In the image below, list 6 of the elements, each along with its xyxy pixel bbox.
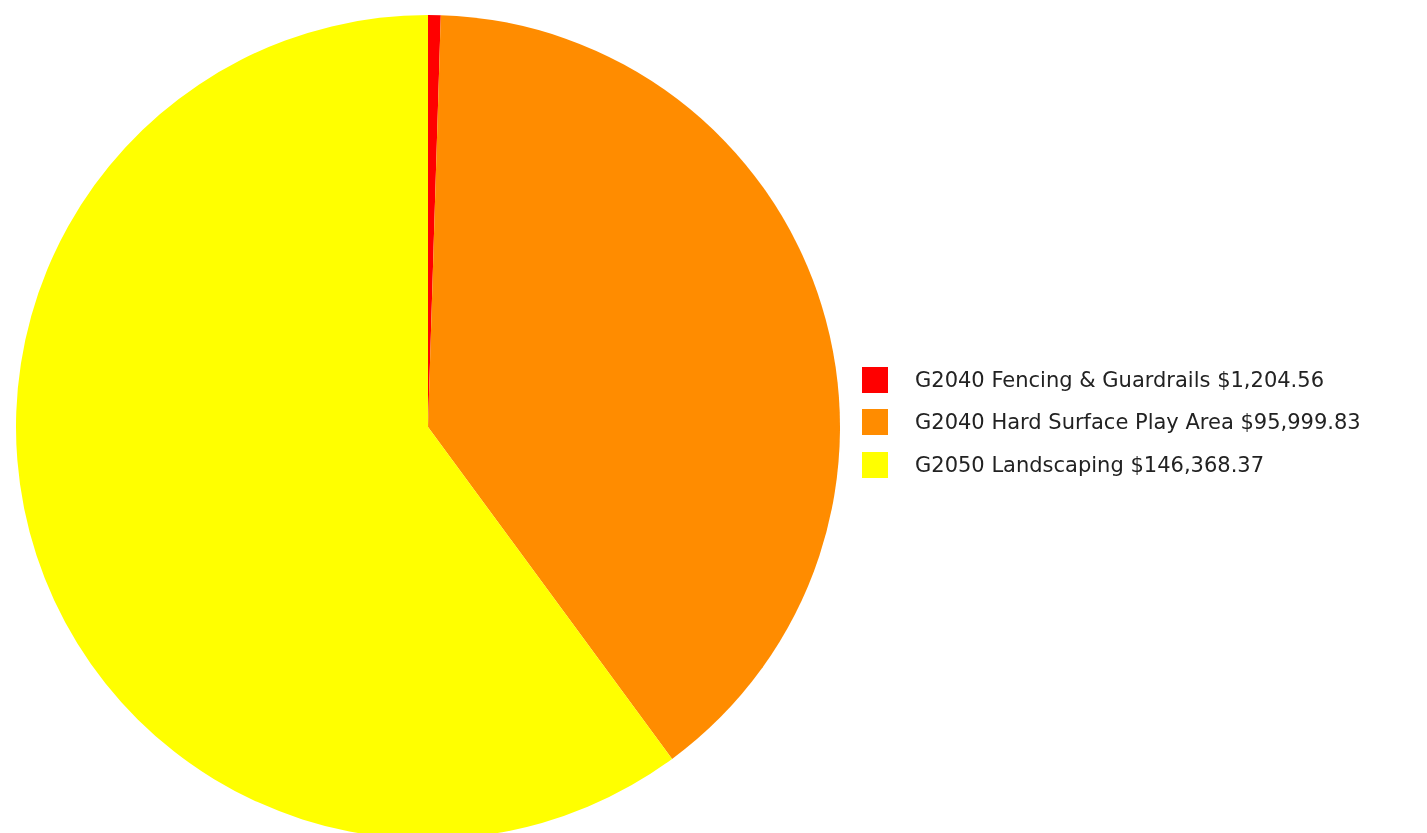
legend-label: G2040 Hard Surface Play Area (915, 410, 1234, 434)
legend-label: G2040 Fencing & Guardrails (915, 367, 1211, 392)
legend-label: G2050 Landscaping (915, 452, 1124, 477)
data-label: $146,368.37 (1130, 452, 1265, 477)
data-label: $95,999.83 (1240, 410, 1361, 434)
data-label: $1,204.56 (1217, 367, 1325, 392)
